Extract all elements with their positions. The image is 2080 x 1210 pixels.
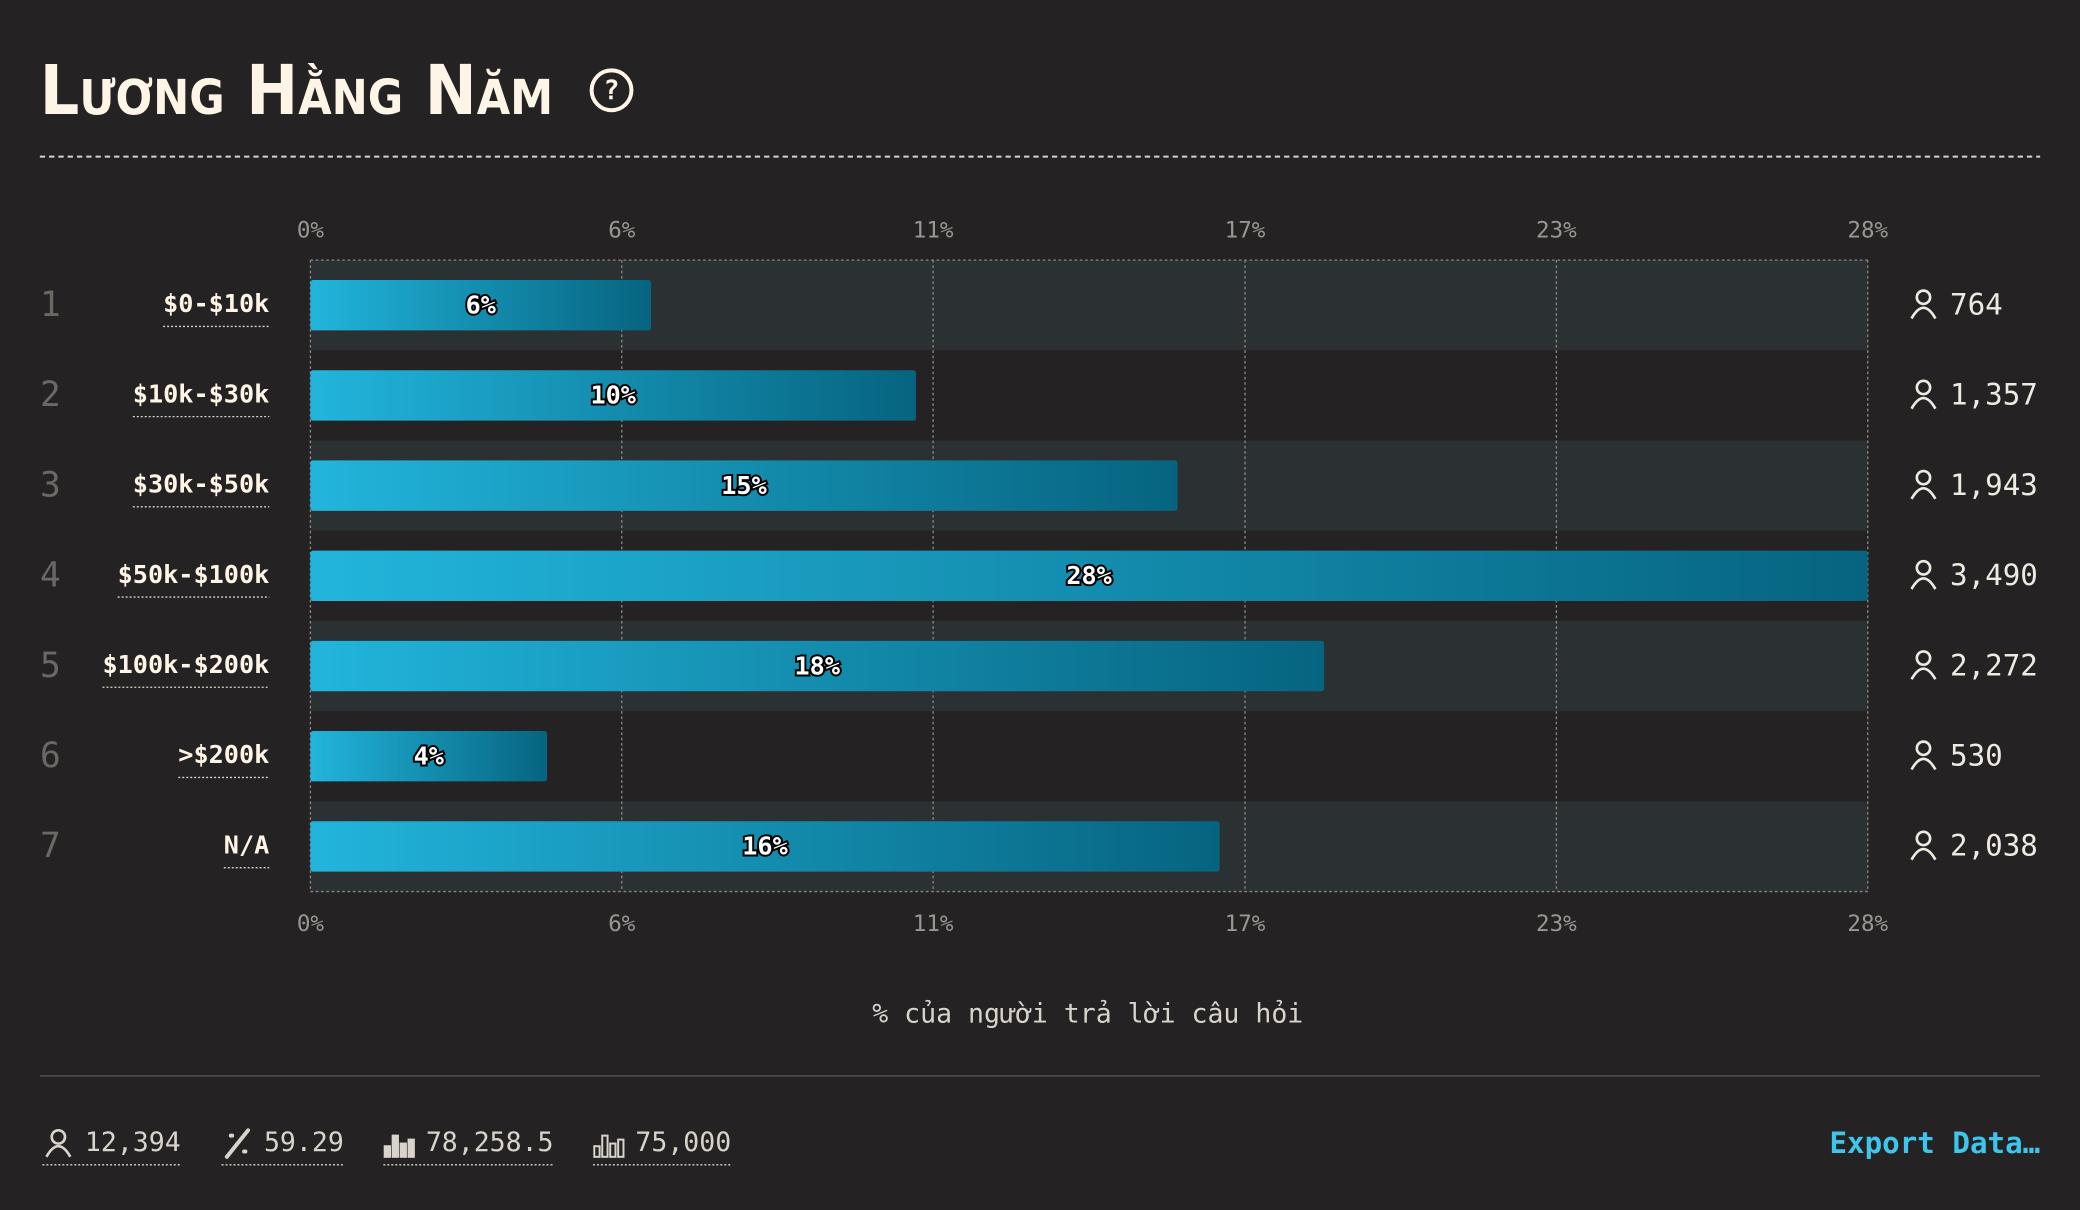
count-label: 1,357 [1950,378,2038,412]
person-icon [1915,650,1932,667]
count-label: 3,490 [1950,558,2038,592]
x-tick-label: 17% [1225,911,1266,937]
footer-stat: 78,258.5 [426,1127,554,1158]
person-icon [1915,289,1932,306]
value-label: 10% [590,381,636,410]
help-icon[interactable]: ? [589,68,634,113]
rank: 3 [40,465,61,505]
value-label: 16% [742,832,788,861]
footer-stat: 59.29 [264,1127,344,1158]
x-tick-label: 11% [913,911,954,937]
icon [45,1144,72,1158]
person-icon [1910,847,1937,861]
person-icon [1910,667,1937,680]
x-tick-label: 23% [1536,911,1577,937]
count-label: 530 [1950,739,2003,773]
category-label: $100k-$200k [102,650,269,679]
icon [399,1142,407,1158]
person-icon [1910,577,1937,590]
person-icon [1915,379,1932,396]
x-tick-label: 23% [1536,217,1577,243]
bar [310,821,1220,872]
x-tick-label: 0% [297,217,325,243]
value-label: 4% [414,742,444,771]
person-icon [1915,469,1932,486]
count-label: 2,038 [1950,829,2038,863]
rank: 4 [40,556,61,596]
bar [310,731,548,782]
category-label: $30k-$50k [133,470,269,499]
x-axis-label: % của người trả lời câu hỏi [872,998,1303,1029]
person-icon [1915,740,1932,757]
x-tick-label: 6% [608,911,636,937]
rank: 7 [40,826,61,866]
x-tick-label: 17% [1225,217,1266,243]
count-label: 1,943 [1950,468,2038,502]
value-label: 18% [795,651,841,680]
footer-stat: 75,000 [635,1127,731,1158]
bar [310,370,916,421]
person-icon [1915,559,1932,576]
rank: 2 [40,375,61,415]
bar [310,460,1178,511]
bar [310,640,1325,692]
chart-title: Lương Hằng Năm [40,51,553,131]
count-label: 764 [1950,288,2003,322]
x-tick-label: 6% [608,217,636,243]
footer-stat: 12,394 [85,1127,181,1158]
rank: 5 [40,646,61,686]
bar [310,550,1868,602]
person-icon [1910,757,1937,771]
rank: 6 [40,736,61,776]
value-label: 28% [1066,561,1112,590]
count-label: 2,272 [1950,648,2038,682]
icon [391,1134,399,1158]
person-icon [1915,830,1932,847]
person-icon [1910,396,1937,410]
export-button[interactable]: Export Data… [1829,1126,2040,1160]
person-icon [1910,486,1937,500]
category-label: $10k-$30k [133,379,269,408]
icon [601,1134,609,1158]
category-label: $0-$10k [163,289,269,318]
rank: 1 [40,285,61,325]
icon [593,1145,601,1158]
icon [50,1128,67,1145]
value-label: 15% [721,471,766,500]
x-tick-label: 28% [1847,911,1888,937]
category-label: >$200k [178,740,269,769]
person-icon [1910,306,1937,320]
icon [383,1145,391,1158]
icon [407,1138,415,1158]
value-label: 6% [466,291,496,320]
category-label: N/A [224,830,270,859]
icon [609,1142,617,1158]
icon [617,1138,625,1158]
x-tick-label: 0% [297,911,325,937]
bar [310,280,652,331]
x-tick-label: 11% [913,217,954,243]
category-label: $50k-$100k [118,560,270,589]
x-tick-label: 28% [1847,217,1888,243]
svg-text:?: ? [604,75,620,106]
icon [224,1128,251,1159]
